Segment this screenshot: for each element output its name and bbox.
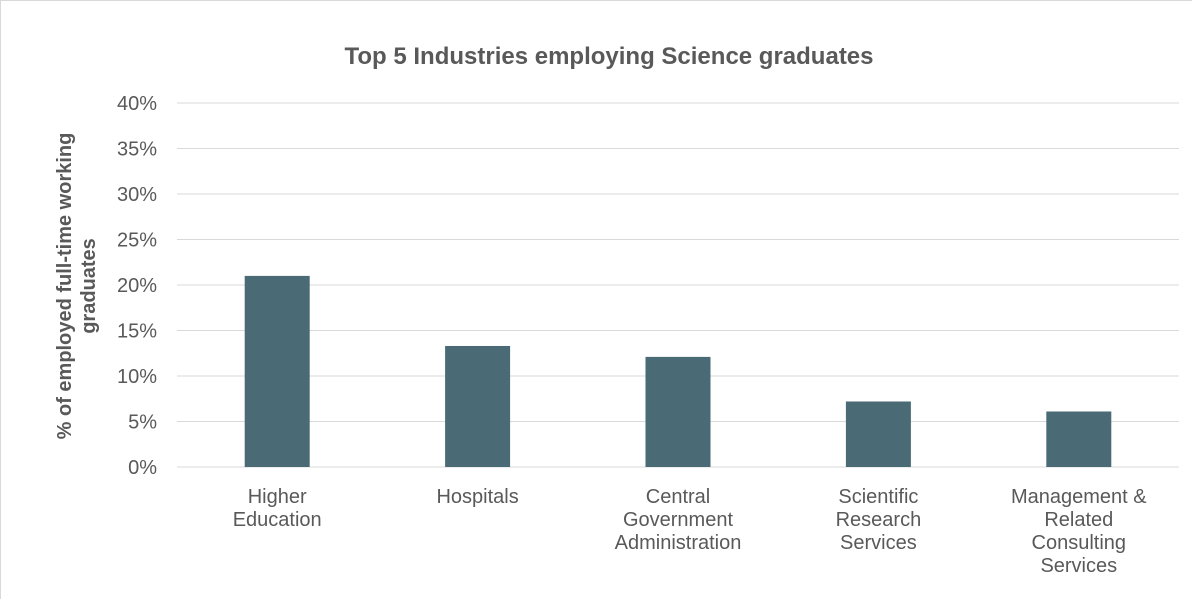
bar [1046, 411, 1112, 467]
y-tick-label: 0% [128, 457, 157, 479]
chart-title: Top 5 Industries employing Science gradu… [344, 43, 873, 70]
bar [445, 345, 511, 467]
y-tick-label: 20% [117, 275, 157, 297]
y-tick-label: 10% [117, 366, 157, 388]
bar [845, 401, 911, 467]
y-tick-label: 40% [117, 93, 157, 115]
y-axis-title-line: % of employed full-time working [54, 133, 76, 440]
y-tick-label: 30% [117, 184, 157, 206]
bars [244, 275, 1112, 467]
y-tick-label: 5% [128, 412, 157, 434]
x-category-label: Scientific Research Services [836, 486, 922, 554]
bar [645, 356, 711, 467]
y-axis-title-line: graduates [78, 238, 100, 334]
x-category-label: Hospitals [436, 486, 518, 508]
x-category-label: Management & Related Consulting Services [1011, 486, 1147, 577]
y-tick-label: 35% [117, 139, 157, 161]
x-axis-categories: Higher Education Hospitals Central Governmen… [233, 486, 1148, 577]
y-tick-label: 25% [117, 230, 157, 252]
bar [244, 275, 310, 467]
x-category-label: Higher Education [233, 486, 322, 531]
x-category-label: Central Government Administration [615, 486, 742, 554]
y-tick-label: 15% [117, 321, 157, 343]
gridlines [177, 102, 1179, 468]
y-axis-ticks: 0% 5% 10% 15% 20% 25% 30% 35% 40% [117, 93, 157, 479]
y-axis-title: % of employed full-time working graduates [54, 133, 100, 440]
